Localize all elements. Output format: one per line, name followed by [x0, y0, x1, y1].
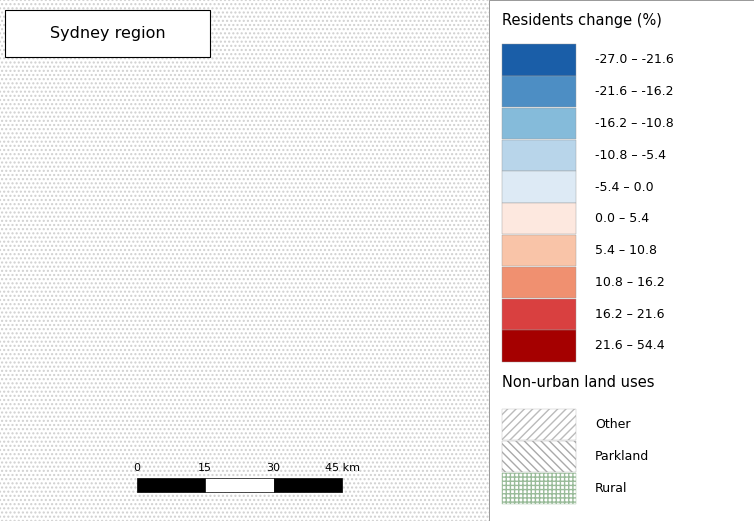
Text: 15: 15 — [198, 463, 212, 473]
Text: 0: 0 — [133, 463, 140, 473]
Bar — [502, 441, 576, 472]
Text: -5.4 – 0.0: -5.4 – 0.0 — [595, 181, 654, 193]
Text: Residents change (%): Residents change (%) — [502, 13, 662, 28]
Text: 0.0 – 5.4: 0.0 – 5.4 — [595, 213, 649, 225]
Bar — [274, 478, 342, 492]
Text: 45 km: 45 km — [324, 463, 360, 473]
Bar — [502, 108, 576, 139]
Bar — [205, 478, 274, 492]
Text: -10.8 – -5.4: -10.8 – -5.4 — [595, 149, 666, 162]
Bar — [502, 235, 576, 266]
Bar — [502, 171, 576, 203]
Bar — [502, 473, 576, 504]
Text: 16.2 – 21.6: 16.2 – 21.6 — [595, 308, 664, 320]
Text: 30: 30 — [267, 463, 280, 473]
Text: Non-urban land uses: Non-urban land uses — [502, 375, 654, 390]
Text: 5.4 – 10.8: 5.4 – 10.8 — [595, 244, 657, 257]
Bar — [502, 203, 576, 234]
Bar — [502, 76, 576, 107]
Bar — [502, 44, 576, 76]
Text: Sydney region: Sydney region — [50, 27, 165, 41]
Text: -16.2 – -10.8: -16.2 – -10.8 — [595, 117, 673, 130]
Bar — [136, 478, 205, 492]
Text: Other: Other — [595, 418, 630, 431]
Bar — [502, 330, 576, 362]
Text: Parkland: Parkland — [595, 450, 649, 463]
Bar — [502, 299, 576, 330]
Bar — [502, 140, 576, 171]
Text: 10.8 – 16.2: 10.8 – 16.2 — [595, 276, 664, 289]
Text: -27.0 – -21.6: -27.0 – -21.6 — [595, 54, 673, 66]
Text: -21.6 – -16.2: -21.6 – -16.2 — [595, 85, 673, 98]
Text: 21.6 – 54.4: 21.6 – 54.4 — [595, 340, 664, 352]
Text: Rural: Rural — [595, 482, 627, 494]
Bar — [502, 409, 576, 440]
Bar — [5, 10, 210, 57]
Bar — [502, 267, 576, 298]
